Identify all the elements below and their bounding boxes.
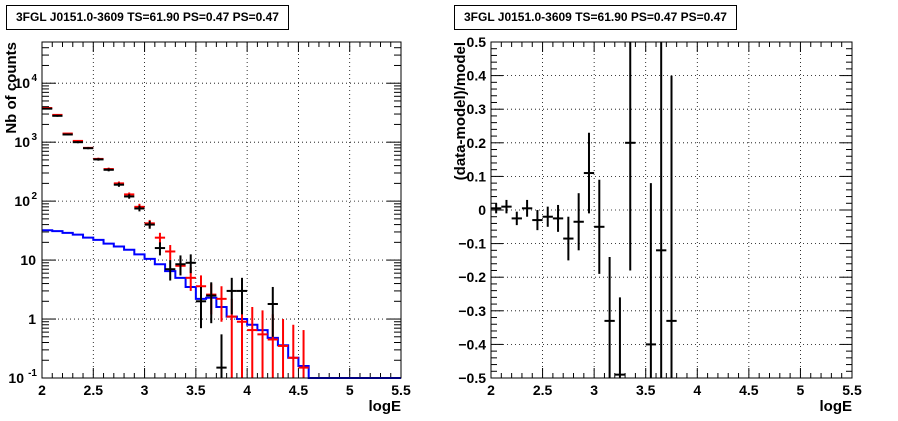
residuals-y-tick-label: 0.3: [467, 101, 487, 117]
counts-y-tick-label: 10: [20, 252, 36, 268]
counts-plot-area: [42, 42, 401, 378]
counts-y-tick-exponent: -1: [28, 368, 37, 379]
counts-x-tick-label: 3: [141, 382, 149, 398]
counts-x-tick-label: 4.5: [289, 382, 309, 398]
residuals-x-tick-label: 5: [797, 382, 805, 398]
counts-y-axis-title: Nb of counts: [3, 42, 20, 134]
counts-x-tick-label: 5: [346, 382, 354, 398]
counts-y-tick-exponent: 3: [31, 132, 37, 143]
residuals-x-tick-label: 3: [590, 382, 598, 398]
counts-y-tick-label: 10: [8, 370, 24, 386]
residuals-x-axis-title: logE: [820, 398, 853, 415]
counts-x-tick-label: 3.5: [186, 382, 206, 398]
residuals-x-tick-label: 2.5: [533, 382, 553, 398]
residuals-plot-frame: [490, 41, 853, 379]
counts-x-tick-label: 2.5: [84, 382, 104, 398]
counts-x-axis-title: logE: [369, 398, 402, 415]
counts-y-tick-exponent: 4: [31, 73, 37, 84]
counts-x-tick-label: 2: [38, 382, 46, 398]
counts-y-tick-label: 1: [28, 311, 36, 327]
counts-x-tick-label: 5.5: [391, 382, 411, 398]
counts-y-tick-label: 10: [14, 75, 30, 91]
residuals-y-tick-label: −0.1: [458, 236, 486, 252]
residuals-y-tick-label: −0.2: [458, 269, 486, 285]
counts-y-tick-exponent: 2: [31, 191, 37, 202]
residuals-x-tick-label: 4.5: [739, 382, 759, 398]
residuals-x-tick-label: 4: [693, 382, 701, 398]
residuals-y-tick-label: 0: [478, 202, 486, 218]
residuals-y-tick-label: 0.4: [467, 68, 487, 84]
residuals-x-tick-label: 2: [487, 382, 495, 398]
counts-x-tick-label: 4: [243, 382, 251, 398]
residuals-y-tick-label: −0.3: [458, 303, 486, 319]
residuals-y-tick-label: −0.4: [458, 336, 486, 352]
residuals-x-tick-label: 3.5: [636, 382, 656, 398]
residuals-y-tick-label: 0.1: [467, 168, 487, 184]
counts-plot-frame: [41, 41, 402, 379]
residuals-y-axis-title: (data-model)/model: [452, 42, 469, 180]
residuals-y-tick-label: −0.5: [458, 370, 486, 386]
residuals-y-tick-label: 0.2: [467, 135, 487, 151]
counts-y-tick-label: 10: [14, 134, 30, 150]
residuals-y-tick-label: 0.5: [467, 34, 487, 50]
right-chart-title: 3FGL J0151.0-3609 TS=61.90 PS=0.47 PS=0.…: [454, 5, 737, 30]
left-chart-title: 3FGL J0151.0-3609 TS=61.90 PS=0.47 PS=0.…: [6, 5, 289, 30]
residuals-plot: 2 2.5 3 3.5 4 4.5 5 5.5 −0.5 −0.4 −0.3 −0.2 −0.1 0 0.1…: [452, 34, 862, 415]
counts-y-tick-label: 10: [14, 193, 30, 209]
residuals-x-tick-label: 5.5: [842, 382, 862, 398]
